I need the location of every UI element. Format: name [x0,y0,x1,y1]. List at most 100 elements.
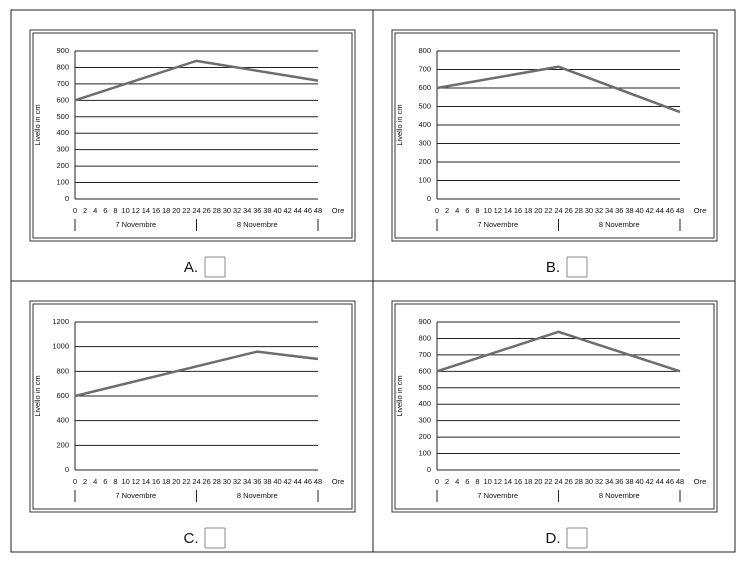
option-checkbox[interactable] [566,256,588,278]
x-tick-label: 28 [213,477,221,486]
x-tick-label: 6 [465,206,469,215]
x-tick-label: 16 [514,206,522,215]
x-tick-label: 34 [243,477,251,486]
x-axis-label: Ore [694,206,707,215]
option-checkbox[interactable] [204,527,226,549]
y-tick-label: 500 [418,383,431,392]
option-checkbox[interactable] [204,256,226,278]
x-tick-label: 8 [475,477,479,486]
y-tick-label: 100 [56,178,69,187]
x-axis-label: Ore [332,477,345,486]
x-tick-label: 24 [192,206,200,215]
y-tick-label: 500 [418,101,431,110]
y-tick-label: 1200 [52,317,69,326]
data-line [74,350,319,398]
x-tick-label: 38 [263,477,271,486]
x-tick-label: 36 [615,477,623,486]
x-tick-label: 26 [202,206,210,215]
option-label: A. [184,259,198,276]
x-tick-label: 18 [162,206,170,215]
y-tick-label: 900 [418,317,431,326]
chart-frame-inner [32,303,353,510]
x-tick-label: 4 [455,477,459,486]
x-tick-label: 20 [534,477,542,486]
y-tick-label: 400 [56,416,69,425]
x-tick-label: 8 [113,206,117,215]
group-label: 7 Novembre [115,220,156,229]
option-label: B. [546,259,560,276]
y-axis-label: Livello in cm [395,104,404,145]
group-label: 8 Novembre [237,491,278,500]
x-tick-label: 18 [524,206,532,215]
y-tick-label: 0 [65,465,69,474]
y-tick-label: 200 [56,440,69,449]
x-tick-label: 20 [534,206,542,215]
x-tick-label: 6 [103,206,107,215]
x-tick-label: 14 [504,477,512,486]
chart-frame [391,300,718,513]
x-tick-label: 34 [605,206,613,215]
y-axis-label: Livello in cm [395,375,404,416]
x-tick-label: 48 [314,206,322,215]
x-tick-label: 40 [273,206,281,215]
y-tick-label: 0 [65,194,69,203]
x-tick-label: 16 [152,477,160,486]
x-tick-label: 20 [172,477,180,486]
x-tick-label: 42 [645,206,653,215]
x-tick-label: 46 [666,477,674,486]
y-tick-label: 400 [418,399,431,408]
x-tick-label: 42 [645,477,653,486]
x-tick-label: 4 [93,477,97,486]
y-tick-label: 600 [418,366,431,375]
x-tick-label: 38 [625,477,633,486]
x-tick-label: 32 [595,477,603,486]
y-tick-label: 200 [418,432,431,441]
y-tick-label: 700 [418,350,431,359]
x-tick-label: 46 [666,206,674,215]
x-tick-label: 30 [223,206,231,215]
x-tick-label: 30 [223,477,231,486]
x-tick-label: 12 [132,206,140,215]
group-label: 7 Novembre [477,491,518,500]
x-tick-label: 22 [544,206,552,215]
x-tick-label: 34 [605,477,613,486]
data-line [436,65,681,114]
y-tick-label: 600 [56,95,69,104]
x-tick-label: 12 [494,206,502,215]
x-tick-label: 10 [121,206,129,215]
option-checkbox[interactable] [566,527,588,549]
x-tick-label: 2 [445,477,449,486]
y-tick-label: 800 [56,366,69,375]
x-tick-label: 32 [595,206,603,215]
x-tick-label: 44 [294,477,302,486]
option-label: C. [184,530,199,547]
y-tick-label: 100 [418,449,431,458]
x-tick-label: 0 [435,206,439,215]
x-tick-label: 0 [435,477,439,486]
x-tick-label: 18 [524,477,532,486]
y-tick-label: 1000 [52,342,69,351]
x-tick-label: 10 [483,477,491,486]
x-tick-label: 4 [455,206,459,215]
x-tick-label: 16 [514,477,522,486]
x-tick-label: 10 [121,477,129,486]
x-tick-label: 22 [182,477,190,486]
x-tick-label: 8 [475,206,479,215]
group-label: 7 Novembre [115,491,156,500]
x-tick-label: 48 [676,477,684,486]
y-tick-label: 100 [418,175,431,184]
chart-frame-inner [394,32,715,239]
x-tick-label: 38 [263,206,271,215]
x-tick-label: 0 [73,206,77,215]
group-label: 8 Novembre [599,491,640,500]
x-tick-label: 36 [253,206,261,215]
chart-frame-inner [32,32,353,239]
y-tick-label: 0 [427,465,431,474]
x-tick-label: 26 [564,206,572,215]
x-tick-label: 30 [585,477,593,486]
x-tick-label: 6 [465,477,469,486]
x-tick-label: 46 [304,206,312,215]
x-tick-label: 14 [142,206,150,215]
y-tick-label: 700 [56,79,69,88]
